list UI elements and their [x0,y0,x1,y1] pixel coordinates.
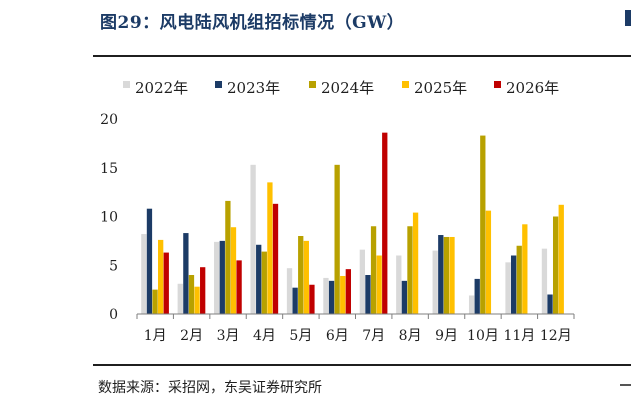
bar-2022年-3月 [214,241,220,314]
bar-2023年-1月 [146,208,153,314]
bar-2023年-8月 [401,280,408,314]
bar-2022年-9月 [432,250,438,314]
bar-2025年-7月 [376,255,382,314]
bar-2022年-4月 [250,164,256,314]
bar-2023年-6月 [328,280,335,314]
bar-2026年-7月 [382,132,388,314]
x-tick-label: 10月 [467,328,499,344]
y-tick-label: 5 [109,258,118,274]
bar-2024年-5月 [298,236,304,314]
x-tick-label: 12月 [540,328,572,344]
bar-2024年-9月 [443,236,450,314]
bar-2026年-1月 [163,252,169,314]
bar-2022年-12月 [541,248,548,314]
x-tick-label: 3月 [217,328,240,344]
x-tick-label: 8月 [399,328,422,344]
bar-2025年-8月 [412,212,419,314]
bar-2022年-11月 [505,262,511,314]
bar-2023年-11月 [510,255,517,314]
legend-label-1: 2022年 [135,79,188,97]
legend-swatch-4 [402,81,409,88]
bar-2022年-7月 [359,249,366,314]
x-tick-label: 1月 [144,328,167,344]
bottom-rule [93,364,631,366]
bar-2024年-7月 [370,226,377,314]
legend-swatch-5 [494,81,501,88]
bar-2025年-4月 [267,182,273,314]
adjacent-figure-edge-bottom [620,384,631,386]
x-tick-label: 6月 [326,328,349,344]
bar-2023年-4月 [256,244,262,314]
bar-2022年-6月 [323,277,329,314]
legend-label-2: 2023年 [227,79,280,97]
bar-2024年-6月 [334,164,340,314]
y-tick-label: 10 [100,210,118,226]
top-rule [93,55,631,57]
bar-2025年-3月 [230,227,237,314]
figure-title: 图29：风电陆风机组招标情况（GW） [100,13,405,33]
bar-2025年-10月 [485,210,492,314]
x-tick-label: 2月 [180,328,203,344]
bar-2024年-12月 [552,216,559,314]
bar-2024年-3月 [225,200,231,314]
legend-swatch-3 [309,81,316,88]
bar-2026年-6月 [345,269,351,314]
y-axis: 0 5 10 15 20 [100,112,118,323]
bar-2024年-4月 [261,251,267,314]
adjacent-figure-edge [625,10,631,26]
bars [141,132,564,314]
bar-2022年-10月 [468,295,475,314]
bar-2023年-5月 [292,287,298,314]
bar-2024年-8月 [407,226,413,314]
bar-2025年-12月 [558,204,564,314]
bar-2024年-1月 [152,289,158,314]
bar-2022年-2月 [177,283,183,314]
bar-2025年-2月 [194,286,200,314]
bar-2023年-9月 [438,235,444,314]
bar-2026年-5月 [309,284,315,314]
bar-2023年-7月 [365,275,371,314]
bar-2023年-2月 [183,233,189,314]
x-tick-label: 11月 [503,328,535,344]
bar-2026年-3月 [236,260,242,314]
x-tick-label: 7月 [362,328,385,344]
bar-2026年-2月 [200,267,206,314]
bar-2025年-11月 [522,224,528,314]
bar-2025年-6月 [340,275,346,314]
x-tick-label: 5月 [289,328,312,344]
bar-2024年-10月 [480,135,486,314]
legend-swatch-2 [215,81,222,88]
x-tick-label: 4月 [253,328,276,344]
bar-2023年-10月 [474,278,480,314]
bar-2023年-3月 [219,240,225,314]
y-tick-label: 0 [109,307,118,323]
legend-label-4: 2025年 [414,79,467,97]
x-axis: 1月 2月 3月 4月 5月 6月 7月 8月 9月 10月 11月 12月 [136,313,575,344]
x-tick-label: 9月 [435,328,458,344]
bar-2022年-8月 [396,255,402,314]
bar-2025年-1月 [158,239,164,314]
bar-2022年-1月 [141,234,147,314]
legend: 2022年 2023年 2024年 2025年 2026年 [123,79,559,97]
source-note: 数据来源：采招网，东吴证券研究所 [98,380,322,396]
y-tick-label: 15 [100,161,118,177]
bar-2022年-5月 [286,268,293,314]
legend-label-5: 2026年 [506,79,559,97]
y-tick-label: 20 [100,112,118,128]
legend-swatch-1 [123,81,130,88]
bar-2026年-4月 [272,203,279,314]
bar-2024年-11月 [516,245,522,314]
bar-2024年-2月 [188,275,195,314]
bar-2023年-12月 [547,294,553,314]
bar-2025年-9月 [449,236,455,314]
bar-2025年-5月 [303,240,309,314]
legend-label-3: 2024年 [321,79,374,97]
